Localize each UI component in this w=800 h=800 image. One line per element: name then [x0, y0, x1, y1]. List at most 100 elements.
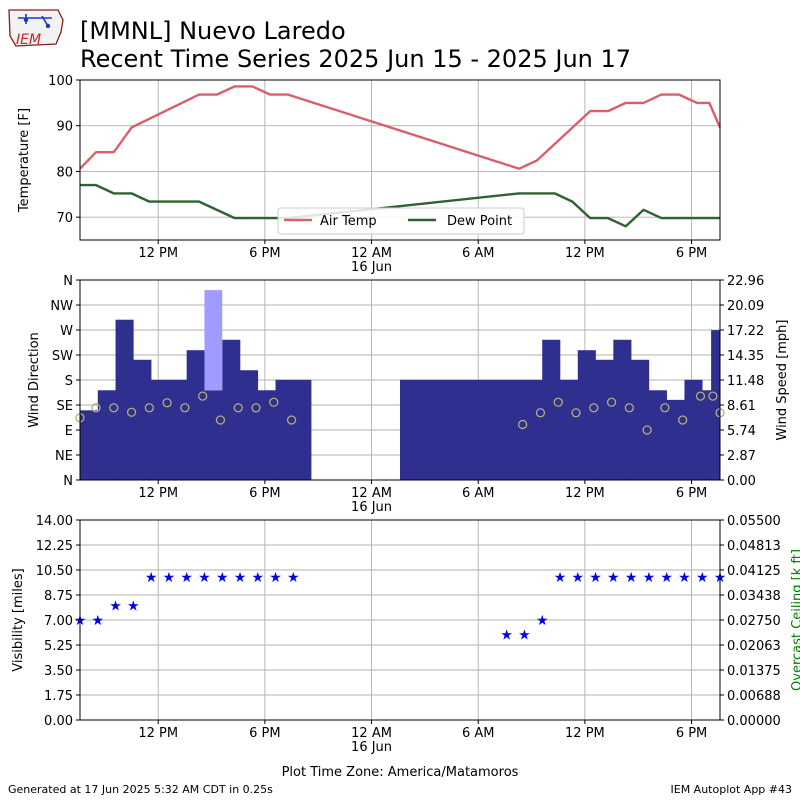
visibility-point: ★ — [500, 627, 513, 643]
x-tick-label: 12 AM — [351, 246, 392, 261]
wind-speed-bar — [613, 339, 632, 480]
iem-logo: IEM — [6, 6, 66, 50]
y2-tick-label: 20.09 — [727, 299, 764, 314]
x-tick-label: 6 PM — [249, 726, 280, 741]
visibility-point: ★ — [127, 599, 140, 615]
x-tick-label: 12 PM — [138, 246, 178, 261]
x-tick-sublabel: 16 Jun — [351, 500, 392, 515]
wind-direction-point — [269, 397, 279, 407]
y-tick-label: 10.50 — [36, 564, 73, 579]
legend-dewpoint-label: Dew Point — [447, 214, 512, 229]
wind-direction-point — [233, 403, 243, 413]
y2-tick-label: 0.04125 — [727, 564, 781, 579]
x-tick-label: 12 PM — [138, 486, 178, 501]
visibility-point: ★ — [643, 570, 656, 586]
wind-speed-bar — [666, 399, 685, 480]
y-tick-label: 1.75 — [44, 689, 73, 704]
wind-speed-bar — [186, 350, 205, 480]
wind-speed-bar — [702, 390, 712, 480]
x-tick-label: 6 PM — [676, 486, 707, 501]
wind-direction-axis-label: Wind Direction — [27, 332, 42, 428]
panel3-frame — [79, 519, 721, 721]
y2-tick-label: 17.22 — [727, 324, 764, 339]
x-tick-sublabel: 16 Jun — [351, 740, 392, 755]
wind-speed-bar — [97, 390, 116, 480]
y2-tick-label: 0.04813 — [727, 539, 781, 554]
x-tick-label: 12 PM — [138, 726, 178, 741]
wind-direction-point — [162, 398, 172, 408]
panel1-frame — [79, 79, 721, 241]
wind-direction-point — [642, 425, 652, 435]
wind-speed-bar — [204, 390, 223, 480]
wind-direction-point — [708, 391, 718, 401]
y-tick-label: 70 — [56, 211, 73, 226]
wind-speed-bar — [684, 379, 703, 480]
y-tick-label: SE — [57, 399, 73, 414]
wind-direction-point — [180, 403, 190, 413]
wind-speed-bar — [577, 350, 596, 480]
visibility-point: ★ — [536, 613, 549, 629]
wind-speed-bar — [222, 339, 241, 480]
visibility-point: ★ — [589, 570, 602, 586]
y2-tick-label: 2.87 — [727, 449, 756, 464]
wind-speed-bar — [631, 359, 650, 480]
y2-tick-label: 0.05500 — [727, 514, 781, 529]
y2-tick-label: 11.48 — [727, 374, 764, 389]
wind-speed-bar — [400, 379, 543, 480]
wind-speed-bar — [560, 379, 579, 480]
y2-tick-label: 22.96 — [727, 274, 764, 289]
y-tick-label: 14.00 — [36, 514, 73, 529]
app-footer: IEM Autoplot App #43 — [670, 783, 793, 796]
visibility-point: ★ — [571, 570, 584, 586]
wind-direction-point — [251, 403, 261, 413]
x-tick-label: 6 PM — [249, 486, 280, 501]
y-tick-label: 8.75 — [44, 589, 73, 604]
y-tick-label: SW — [52, 349, 73, 364]
y-tick-label: 100 — [48, 74, 73, 89]
wind-direction-point — [624, 403, 634, 413]
wind-direction-point — [535, 408, 546, 418]
wind-speed-bar — [648, 390, 667, 480]
timezone-label: Plot Time Zone: America/Matamoros — [281, 765, 519, 780]
series-air-temp — [79, 85, 722, 170]
visibility-point: ★ — [198, 570, 211, 586]
y2-tick-label: 0.02063 — [727, 639, 781, 654]
x-tick-label: 6 AM — [462, 486, 495, 501]
y-tick-label: 0.00 — [44, 714, 73, 729]
y2-tick-label: 5.74 — [727, 424, 756, 439]
y2-tick-label: 8.61 — [727, 399, 756, 414]
y-tick-label: E — [65, 424, 73, 439]
wind-speed-bar — [293, 379, 312, 480]
wind-direction-point — [518, 419, 528, 430]
wind-speed-bar — [168, 379, 187, 480]
wind-gust-bar — [204, 290, 223, 391]
visibility-point: ★ — [518, 627, 531, 643]
panel2-frame — [79, 279, 721, 481]
x-tick-label: 6 PM — [249, 246, 280, 261]
y-tick-label: 12.25 — [36, 539, 73, 554]
visibility-point: ★ — [109, 599, 122, 615]
y-tick-label: 7.00 — [44, 614, 73, 629]
wind-speed-axis-label: Wind Speed [mph] — [775, 320, 790, 441]
visibility-point: ★ — [91, 613, 104, 629]
x-tick-label: 12 PM — [565, 246, 605, 261]
wind-direction-point — [660, 403, 670, 413]
wind-speed-bar — [88, 410, 99, 480]
wind-direction-point — [571, 408, 581, 418]
wind-direction-point — [606, 397, 617, 407]
wind-direction-point — [198, 391, 208, 401]
visibility-point: ★ — [163, 570, 176, 586]
y2-tick-label: 14.35 — [727, 349, 764, 364]
visibility-point: ★ — [554, 570, 567, 586]
wind-direction-point — [695, 391, 706, 401]
x-tick-label: 12 AM — [351, 726, 392, 741]
visibility-axis-label: Visibility [miles] — [11, 568, 26, 671]
visibility-point: ★ — [660, 570, 673, 586]
y2-tick-label: 0.03438 — [727, 589, 781, 604]
x-tick-label: 12 PM — [565, 726, 605, 741]
wind-direction-point — [144, 403, 154, 413]
x-tick-label: 6 AM — [462, 726, 495, 741]
y2-tick-label: 0.00000 — [727, 714, 781, 729]
wind-direction-point — [286, 415, 297, 425]
